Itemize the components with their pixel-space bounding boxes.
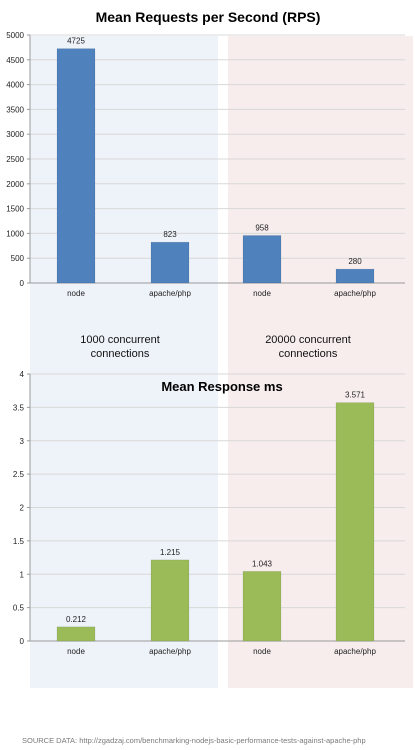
response-ytick-label: 1 <box>20 570 25 579</box>
rps-ytick-label: 0 <box>20 279 25 288</box>
rps-ytick-label: 2000 <box>6 180 24 189</box>
response-data-label: 3.571 <box>345 391 366 400</box>
response-ytick-label: 1.5 <box>13 537 25 546</box>
rps-data-label: 958 <box>255 223 269 232</box>
rps-category-label: node <box>67 289 85 298</box>
response-data-label: 1.043 <box>252 559 273 568</box>
chart-rps: 0 500 1000 1500 2000 2500 3000 3500 4000 4500 5000… <box>6 31 405 298</box>
rps-ytick-label: 5000 <box>6 31 24 40</box>
response-ytick-label: 3 <box>20 437 25 446</box>
rps-bar <box>150 241 190 284</box>
rps-ytick-label: 4500 <box>6 56 24 65</box>
response-ytick-label: 2 <box>20 504 25 513</box>
response-bar <box>335 402 375 642</box>
rps-ytick-label: 3000 <box>6 130 24 139</box>
response-data-label: 1.215 <box>160 548 181 557</box>
rps-data-label: 280 <box>348 257 362 266</box>
rps-category-label: apache/php <box>334 289 376 298</box>
response-ytick-label: 0.5 <box>13 604 25 613</box>
response-data-label: 0.212 <box>66 615 87 624</box>
rps-ytick-label: 3500 <box>6 105 24 114</box>
group-label-right-line2: connections <box>279 348 338 360</box>
rps-category-label: apache/php <box>149 289 191 298</box>
rps-data-label: 823 <box>163 230 177 239</box>
response-bar <box>56 626 96 642</box>
rps-ytick-label: 2500 <box>6 155 24 164</box>
rps-ytick-label: 500 <box>11 254 25 263</box>
response-ytick-label: 0 <box>20 637 25 646</box>
response-bar <box>242 571 282 642</box>
rps-bar <box>335 268 375 284</box>
group-label-left-line1: 1000 concurrent <box>80 334 160 346</box>
rps-data-label: 4725 <box>67 37 85 46</box>
response-category-label: node <box>253 647 271 656</box>
response-ytick-label: 2.5 <box>13 470 25 479</box>
response-bar <box>150 559 190 642</box>
response-category-label: apache/php <box>334 647 376 656</box>
response-category-label: node <box>67 647 85 656</box>
rps-bar <box>242 235 282 284</box>
group-label-right-line1: 20000 concurrent <box>265 334 351 346</box>
source-note: SOURCE DATA: http://zgadzaj.com/benchmar… <box>22 736 366 745</box>
rps-ytick-label: 1000 <box>6 229 24 238</box>
response-ytick-label: 4 <box>20 370 25 379</box>
response-category-label: apache/php <box>149 647 191 656</box>
chart-rps-title: Mean Requests per Second (RPS) <box>96 9 321 25</box>
rps-bar <box>56 48 96 284</box>
chart-response: 0 0.5 1 1.5 2 2.5 3 3.5 4 0.212 node 1.215 apache/ph… <box>13 370 405 656</box>
group-label-left-line2: connections <box>91 348 150 360</box>
rps-ytick-label: 4000 <box>6 81 24 90</box>
rps-ytick-label: 1500 <box>6 205 24 214</box>
rps-category-label: node <box>253 289 271 298</box>
chart-response-title: Mean Response ms <box>161 379 282 394</box>
response-ytick-label: 3.5 <box>13 403 25 412</box>
